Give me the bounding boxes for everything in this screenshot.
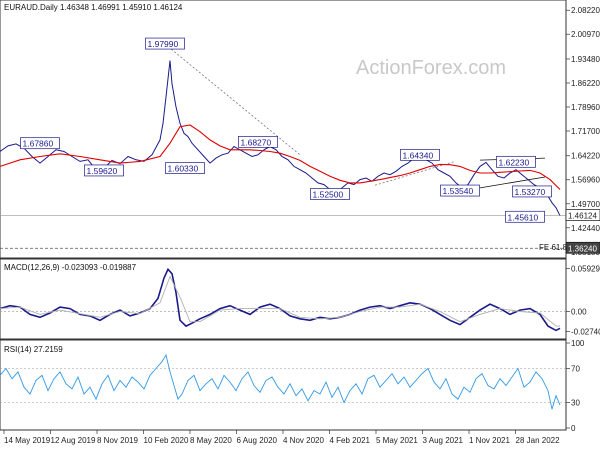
watermark: ActionForex.com xyxy=(356,57,506,79)
x-axis-tick: 28 Jan 2022 xyxy=(516,436,561,445)
x-axis-tick: 8 Nov 2019 xyxy=(97,436,138,445)
x-axis-tick: 5 May 2021 xyxy=(376,436,418,445)
price-axis-tick: 1.86220 xyxy=(571,79,600,88)
price-axis-tick: 1.93480 xyxy=(571,55,600,64)
macd-panel xyxy=(0,258,567,340)
price-axis-tick: 1.71700 xyxy=(571,127,600,136)
price-label: 1.68270 xyxy=(241,137,272,147)
current-price-tag: 1.46124 xyxy=(568,212,597,221)
price-series-sma xyxy=(0,124,561,190)
price-label-box xyxy=(505,210,545,223)
x-axis-tick: 10 Feb 2020 xyxy=(144,436,189,445)
price-axis-tick: 2.08220 xyxy=(571,6,600,15)
price-label-box xyxy=(496,155,536,168)
price-label-box xyxy=(84,164,124,177)
ohlc-header: EURAUD.Daily 1.46348 1.46991 1.45910 1.4… xyxy=(4,3,183,12)
x-axis-tick: 3 Aug 2021 xyxy=(423,436,464,445)
price-label: 1.45610 xyxy=(508,212,539,222)
price-axis-tick: 2.00970 xyxy=(571,30,600,39)
price-panel xyxy=(0,0,567,259)
price-axis-tick: 1.42440 xyxy=(571,224,600,233)
x-axis-tick: 6 Aug 2020 xyxy=(237,436,278,445)
rsi-axis-tick: 100 xyxy=(571,339,585,348)
rsi-panel xyxy=(0,339,567,431)
rsi-axis-tick: 70 xyxy=(571,365,580,374)
price-label: 1.97990 xyxy=(148,39,179,49)
price-label-box xyxy=(440,184,480,197)
price-label: 1.53540 xyxy=(443,186,474,196)
macd-title: MACD(12,26,9) -0.023093 -0.019887 xyxy=(4,263,137,272)
rsi-series xyxy=(0,353,561,410)
x-axis-tick: 8 May 2020 xyxy=(190,436,232,445)
price-label-box xyxy=(145,37,185,50)
x-axis-tick: 12 Aug 2019 xyxy=(51,436,96,445)
price-label: 1.60330 xyxy=(168,164,199,174)
rsi-title: RSI(14) 27.2159 xyxy=(4,345,63,354)
x-axis-tick: 4 Feb 2021 xyxy=(330,436,371,445)
price-axis-tick: 1.49700 xyxy=(571,200,600,209)
fe-label: FE 61.8 xyxy=(539,243,568,252)
macd-axis-tick: 0.00 xyxy=(571,308,587,317)
price-axis-tick: 1.78960 xyxy=(571,103,600,112)
macd-axis-tick: 0.059292 xyxy=(571,264,600,273)
current-price-tag-box xyxy=(565,209,600,221)
price-label-box xyxy=(238,135,278,148)
price-label: 1.62230 xyxy=(499,157,530,167)
price-label-box xyxy=(20,137,60,150)
price-label-box xyxy=(310,188,350,200)
price-label-box xyxy=(400,148,440,161)
x-axis-tick: 1 Nov 2021 xyxy=(469,436,510,445)
macd-axis-tick: -0.027408 xyxy=(571,327,600,336)
trend-line-dashed-2 xyxy=(374,161,456,186)
fe-price-tag: 1.36240 xyxy=(568,244,597,253)
price-label-box xyxy=(512,185,552,198)
price-label: 1.53270 xyxy=(515,187,546,197)
x-axis-tick: 4 Nov 2020 xyxy=(283,436,324,445)
price-label: 1.59620 xyxy=(87,166,118,176)
price-label: 1.52500 xyxy=(313,189,344,199)
price-label: 1.64340 xyxy=(403,150,434,160)
price-axis-tick: 1.64220 xyxy=(571,152,600,161)
channel-bottom-line xyxy=(479,176,546,189)
price-axis-tick: 1.56960 xyxy=(571,176,600,185)
fe-price-tag-box xyxy=(565,241,600,254)
rsi-axis-tick: 30 xyxy=(571,399,580,408)
x-axis-tick: 14 May 2019 xyxy=(4,436,51,445)
macd-series-signal xyxy=(0,275,560,327)
price-label-box xyxy=(165,162,205,174)
price-label: 1.67860 xyxy=(23,139,54,149)
price-series-euraud xyxy=(0,60,561,216)
rsi-axis-tick: 0 xyxy=(571,424,576,433)
